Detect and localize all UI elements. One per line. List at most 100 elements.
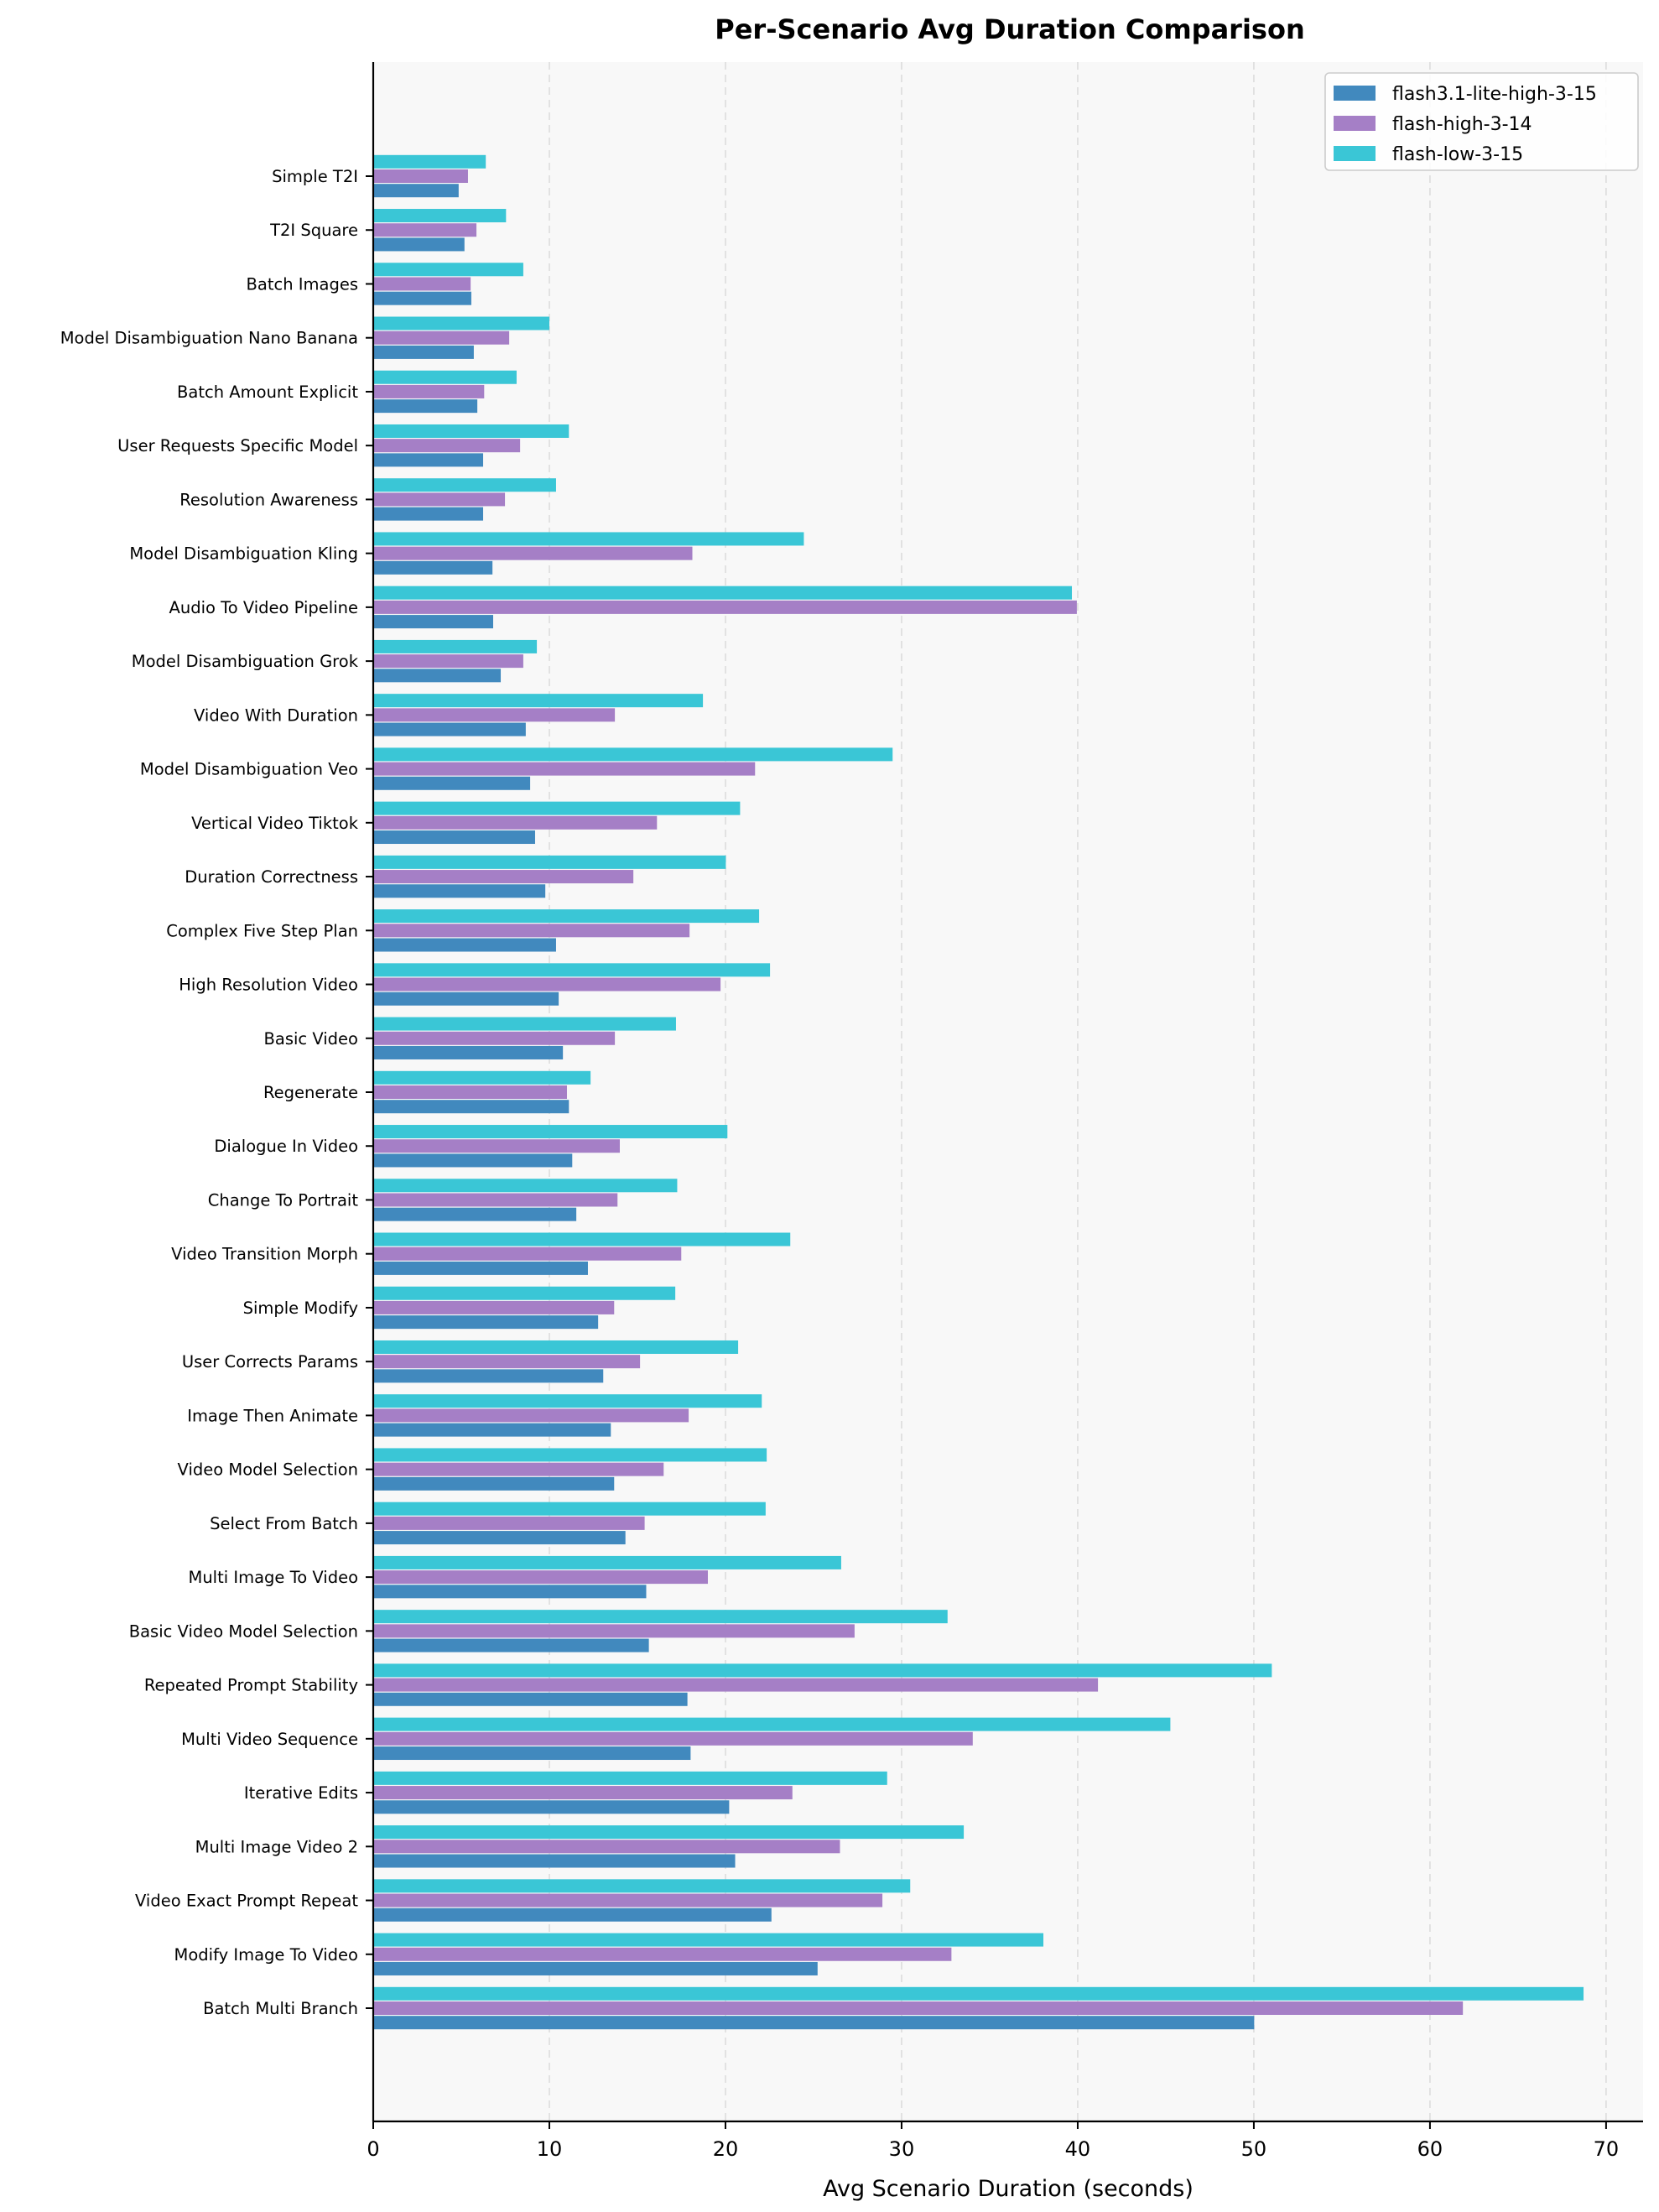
- bar-flash-high-3-14: [373, 2001, 1464, 2015]
- bar-group: [373, 963, 771, 1006]
- bar-flash-high-3-14: [373, 1840, 840, 1854]
- bar-flash-high-3-14: [373, 1355, 641, 1369]
- y-tick-label: Video With Duration: [194, 705, 358, 725]
- bar-group: [373, 1825, 965, 1868]
- bar-flash3.1-lite-high-3-15: [373, 830, 535, 845]
- bar-flash-high-3-14: [373, 330, 510, 345]
- bar-group: [373, 1448, 767, 1491]
- bar-flash-low-3-15: [373, 963, 771, 977]
- bar-flash-high-3-14: [373, 1893, 883, 1908]
- bar-group: [373, 1502, 766, 1545]
- x-axis-ticks: 0 10 20 30 40 50 60 70: [367, 2121, 1619, 2161]
- bar-group: [373, 1125, 728, 1168]
- bar-flash3.1-lite-high-3-15: [373, 345, 474, 359]
- bar-flash3.1-lite-high-3-15: [373, 776, 531, 790]
- bar-flash-low-3-15: [373, 1179, 678, 1193]
- y-tick-label: Regenerate: [263, 1083, 358, 1102]
- y-tick-label: Modify Image To Video: [174, 1945, 358, 1965]
- x-tick-label: 30: [889, 2137, 915, 2161]
- y-tick-label: Batch Amount Explicit: [177, 383, 358, 402]
- bar-flash-high-3-14: [373, 1731, 973, 1746]
- y-tick-label: Multi Image Video 2: [195, 1837, 358, 1856]
- bar-group: [373, 1933, 1043, 1975]
- bar-flash-low-3-15: [373, 316, 549, 330]
- y-tick-label: Model Disambiguation Kling: [129, 544, 358, 564]
- x-tick-label: 60: [1417, 2137, 1443, 2161]
- y-tick-label: Iterative Edits: [244, 1783, 358, 1803]
- bar-group: [373, 586, 1077, 629]
- y-tick-label: Model Disambiguation Nano Banana: [60, 329, 358, 348]
- bar-group: [373, 1610, 948, 1652]
- bar-group: [373, 532, 804, 575]
- bar-flash-low-3-15: [373, 639, 538, 653]
- y-tick-label: Basic Video Model Selection: [129, 1621, 358, 1641]
- bar-flash-high-3-14: [373, 439, 521, 453]
- bar-flash-high-3-14: [373, 1247, 682, 1261]
- bar-flash-low-3-15: [373, 263, 523, 277]
- bar-flash-high-3-14: [373, 1085, 567, 1099]
- bar-group: [373, 316, 549, 359]
- bar-group: [373, 639, 538, 683]
- legend-swatch: [1334, 146, 1376, 161]
- bar-flash-low-3-15: [373, 1663, 1272, 1678]
- bar-flash-high-3-14: [373, 870, 634, 884]
- x-axis-label: Avg Scenario Duration (seconds): [823, 2176, 1194, 2202]
- bar-flash3.1-lite-high-3-15: [373, 1908, 772, 1922]
- bar-group: [373, 1663, 1272, 1706]
- bar-flash3.1-lite-high-3-15: [373, 1800, 730, 1814]
- bar-flash-low-3-15: [373, 1502, 766, 1516]
- bar-flash-low-3-15: [373, 154, 486, 169]
- bar-flash3.1-lite-high-3-15: [373, 291, 471, 305]
- bar-group: [373, 1286, 676, 1330]
- y-tick-label: Complex Five Step Plan: [166, 921, 358, 940]
- bar-flash-high-3-14: [373, 1462, 664, 1476]
- bar-group: [373, 1986, 1584, 2030]
- y-tick-label: Image Then Animate: [187, 1406, 358, 1425]
- bar-flash3.1-lite-high-3-15: [373, 1315, 599, 1330]
- bar-flash-high-3-14: [373, 1678, 1099, 1692]
- bar-group: [373, 370, 517, 414]
- bar-flash-low-3-15: [373, 370, 517, 384]
- bar-flash3.1-lite-high-3-15: [373, 184, 459, 198]
- bar-flash-high-3-14: [373, 169, 468, 183]
- bar-flash-low-3-15: [373, 1232, 791, 1247]
- bar-flash-low-3-15: [373, 1771, 887, 1785]
- bar-flash-high-3-14: [373, 977, 721, 991]
- bar-flash3.1-lite-high-3-15: [373, 560, 493, 575]
- y-tick-label: Simple Modify: [243, 1299, 358, 1318]
- bar-group: [373, 1879, 911, 1922]
- y-tick-label: Model Disambiguation Veo: [140, 760, 358, 779]
- bar-group: [373, 424, 569, 467]
- bar-flash-high-3-14: [373, 384, 485, 398]
- bar-flash3.1-lite-high-3-15: [373, 938, 556, 952]
- bar-flash3.1-lite-high-3-15: [373, 1961, 818, 1975]
- bars: [373, 154, 1584, 2030]
- bar-flash-high-3-14: [373, 1947, 952, 1961]
- bar-flash3.1-lite-high-3-15: [373, 507, 484, 521]
- x-tick-label: 50: [1241, 2137, 1267, 2161]
- x-tick-label: 20: [713, 2137, 739, 2161]
- y-tick-label: Dialogue In Video: [214, 1137, 358, 1156]
- bar-flash-low-3-15: [373, 478, 556, 492]
- bar-flash3.1-lite-high-3-15: [373, 1585, 647, 1599]
- bar-group: [373, 1179, 678, 1221]
- bar-flash3.1-lite-high-3-15: [373, 1746, 691, 1761]
- y-axis-ticks: Simple T2I T2I Square Batch Images Model Di…: [60, 167, 373, 2018]
- legend: flash3.1-lite-high-3-15 flash-high-3-14 fl…: [1324, 72, 1639, 171]
- legend-label: flash3.1-lite-high-3-15: [1392, 84, 1597, 105]
- bar-flash3.1-lite-high-3-15: [373, 1207, 577, 1221]
- bar-group: [373, 694, 704, 736]
- bar-flash-low-3-15: [373, 1825, 965, 1840]
- bar-flash3.1-lite-high-3-15: [373, 1423, 611, 1437]
- legend-item: flash-high-3-14: [1334, 114, 1532, 135]
- bar-flash3.1-lite-high-3-15: [373, 669, 502, 683]
- y-tick-label: Video Transition Morph: [171, 1245, 358, 1264]
- x-tick-label: 10: [537, 2137, 563, 2161]
- bar-flash-high-3-14: [373, 546, 693, 560]
- bar-group: [373, 154, 486, 198]
- y-tick-label: Simple T2I: [272, 167, 358, 186]
- bar-flash3.1-lite-high-3-15: [373, 722, 526, 736]
- bar-flash-low-3-15: [373, 424, 569, 438]
- legend-item: flash3.1-lite-high-3-15: [1334, 84, 1597, 105]
